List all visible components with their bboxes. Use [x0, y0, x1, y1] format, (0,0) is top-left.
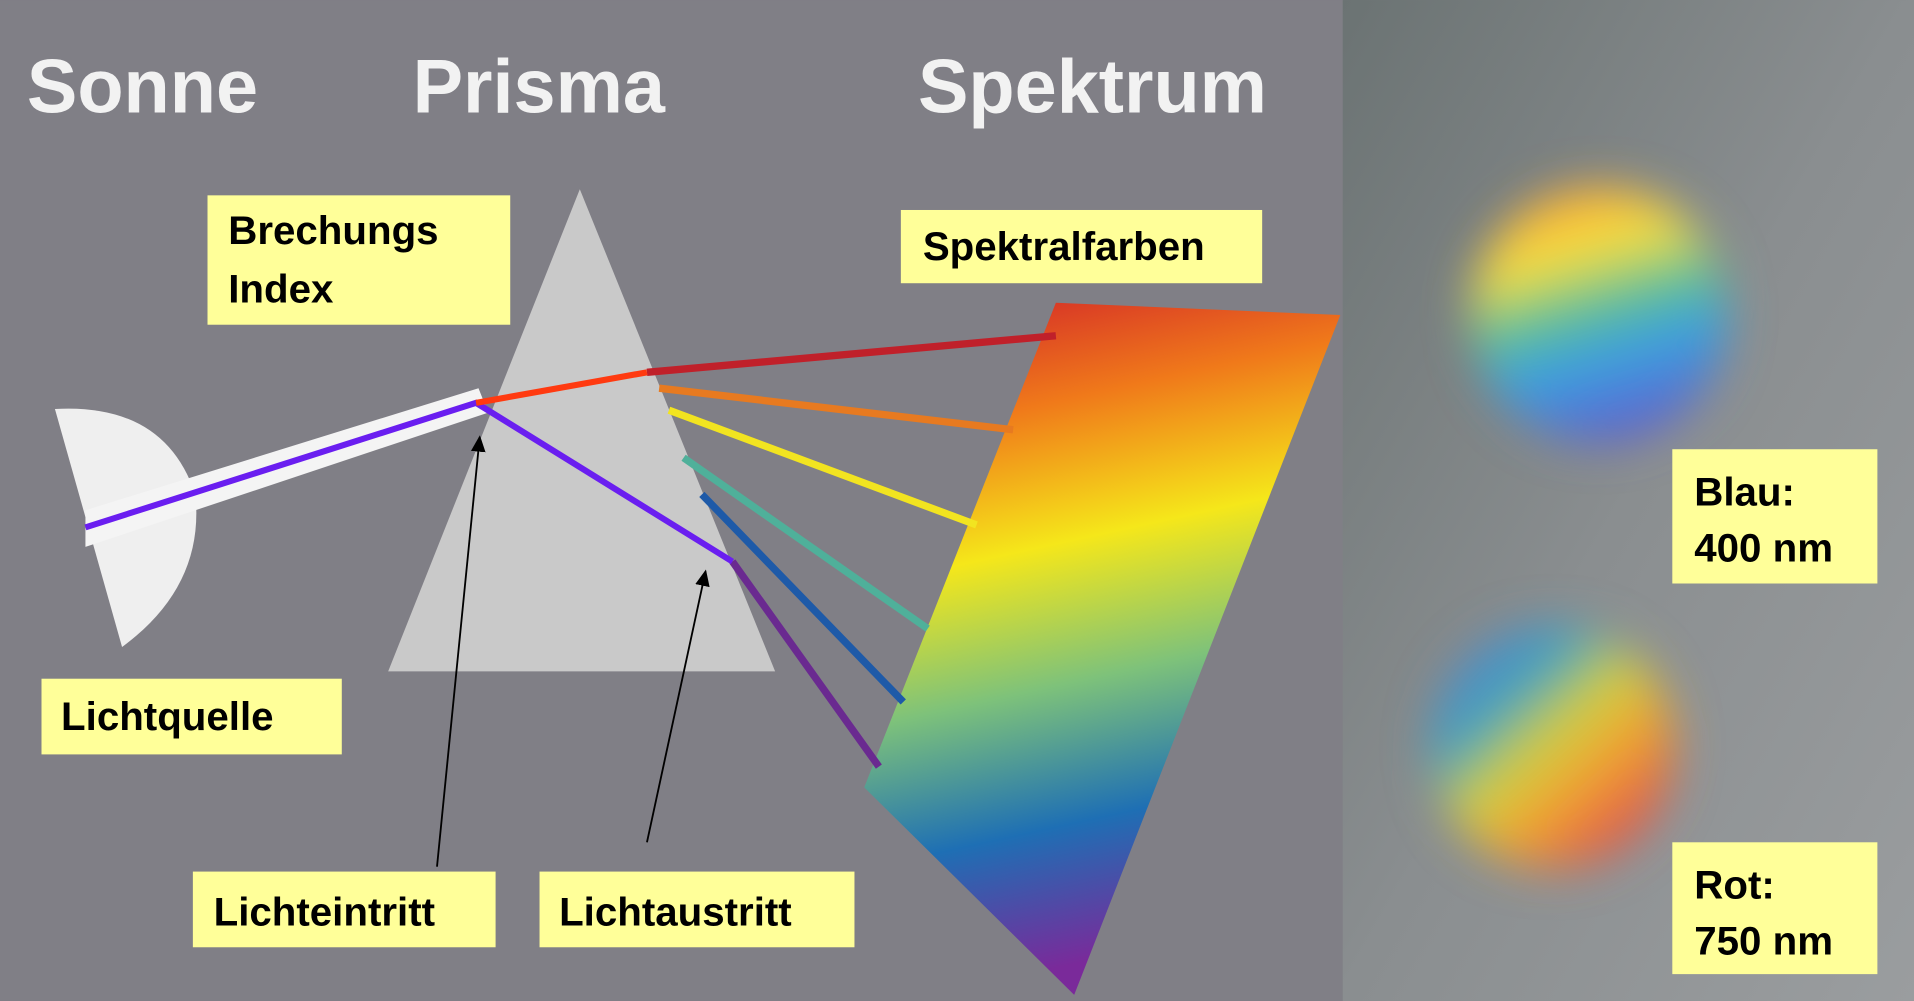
label-box [900, 209, 1263, 284]
rays [646, 332, 1057, 769]
heading: Spektrum [918, 44, 1267, 129]
label: Lichtquelle [61, 694, 274, 739]
label: Index [228, 267, 334, 312]
prism [388, 189, 776, 672]
label-box [1672, 449, 1878, 584]
red-path [475, 369, 648, 406]
label: Spektralfarben [923, 224, 1205, 269]
label: Rot: [1694, 862, 1775, 907]
spectrum [864, 302, 1341, 995]
heading: Sonne [27, 44, 258, 129]
red-spot [1430, 625, 1675, 870]
label: Brechungs [228, 208, 438, 253]
label-box [539, 871, 855, 948]
heading: Prisma [413, 44, 666, 129]
label: Lichteintritt [214, 889, 435, 934]
label: 750 nm [1694, 919, 1833, 964]
label-box [207, 195, 511, 325]
label: Lichtaustritt [559, 889, 792, 934]
label-box [41, 678, 342, 755]
label: Blau: [1694, 469, 1795, 514]
label-box [192, 871, 496, 948]
arrow [646, 569, 710, 843]
label: 400 nm [1694, 526, 1833, 571]
arrow [436, 435, 486, 867]
blue-spot [1470, 186, 1728, 444]
label-box [1672, 842, 1878, 975]
